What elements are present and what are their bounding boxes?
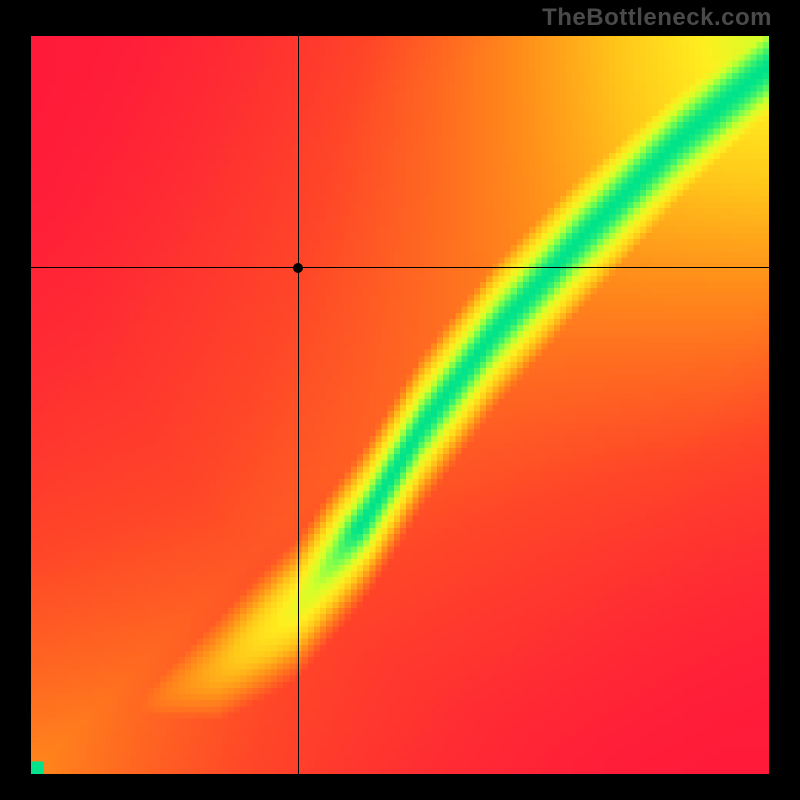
crosshair-horizontal xyxy=(31,267,769,268)
watermark-text: TheBottleneck.com xyxy=(542,4,772,32)
crosshair-point xyxy=(293,263,303,273)
crosshair-vertical xyxy=(298,36,299,774)
heatmap-canvas xyxy=(31,36,769,774)
